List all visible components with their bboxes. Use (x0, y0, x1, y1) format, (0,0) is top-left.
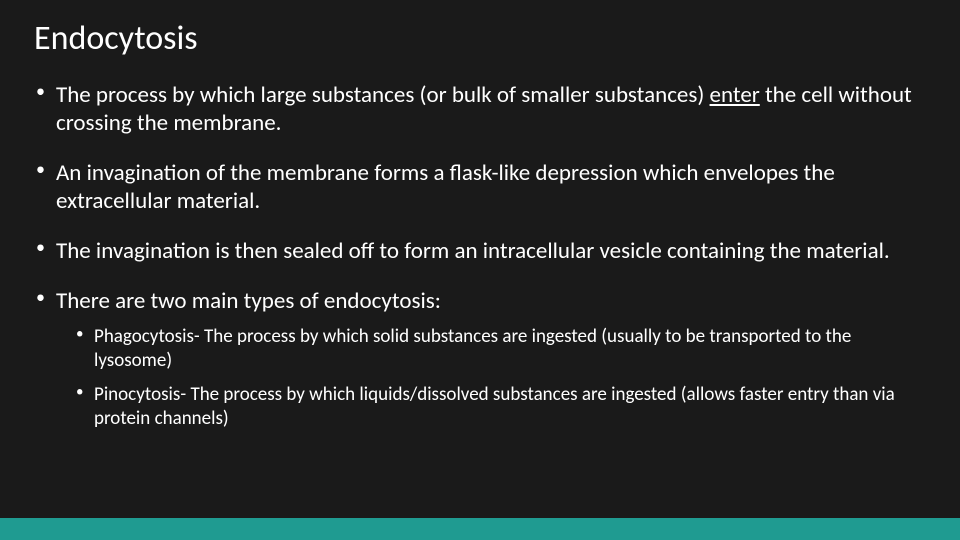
bullet-text: There are two main types of endocytosis: (56, 287, 441, 315)
bullet-text: The invagination is then sealed off to f… (56, 237, 890, 265)
bullet-item: An invagination of the membrane forms a … (34, 159, 926, 215)
sub-bullet-list: Phagocytosis- The process by which solid… (56, 325, 926, 430)
bullet-item: There are two main types of endocytosis:… (34, 287, 926, 430)
bullet-text-underlined: enter (710, 81, 760, 109)
accent-footer-bar (0, 518, 960, 540)
bullet-item: The invagination is then sealed off to f… (34, 237, 926, 265)
sub-bullet-item: Phagocytosis- The process by which solid… (76, 325, 926, 373)
slide-title: Endocytosis (34, 18, 926, 59)
bullet-item: The process by which large substances (o… (34, 81, 926, 137)
sub-bullet-item: Pinocytosis- The process by which liquid… (76, 383, 926, 431)
bullet-list: The process by which large substances (o… (34, 81, 926, 430)
bullet-text-pre: The process by which large substances (o… (56, 81, 710, 109)
bullet-text: An invagination of the membrane forms a … (56, 159, 835, 215)
slide-container: Endocytosis The process by which large s… (0, 0, 960, 540)
